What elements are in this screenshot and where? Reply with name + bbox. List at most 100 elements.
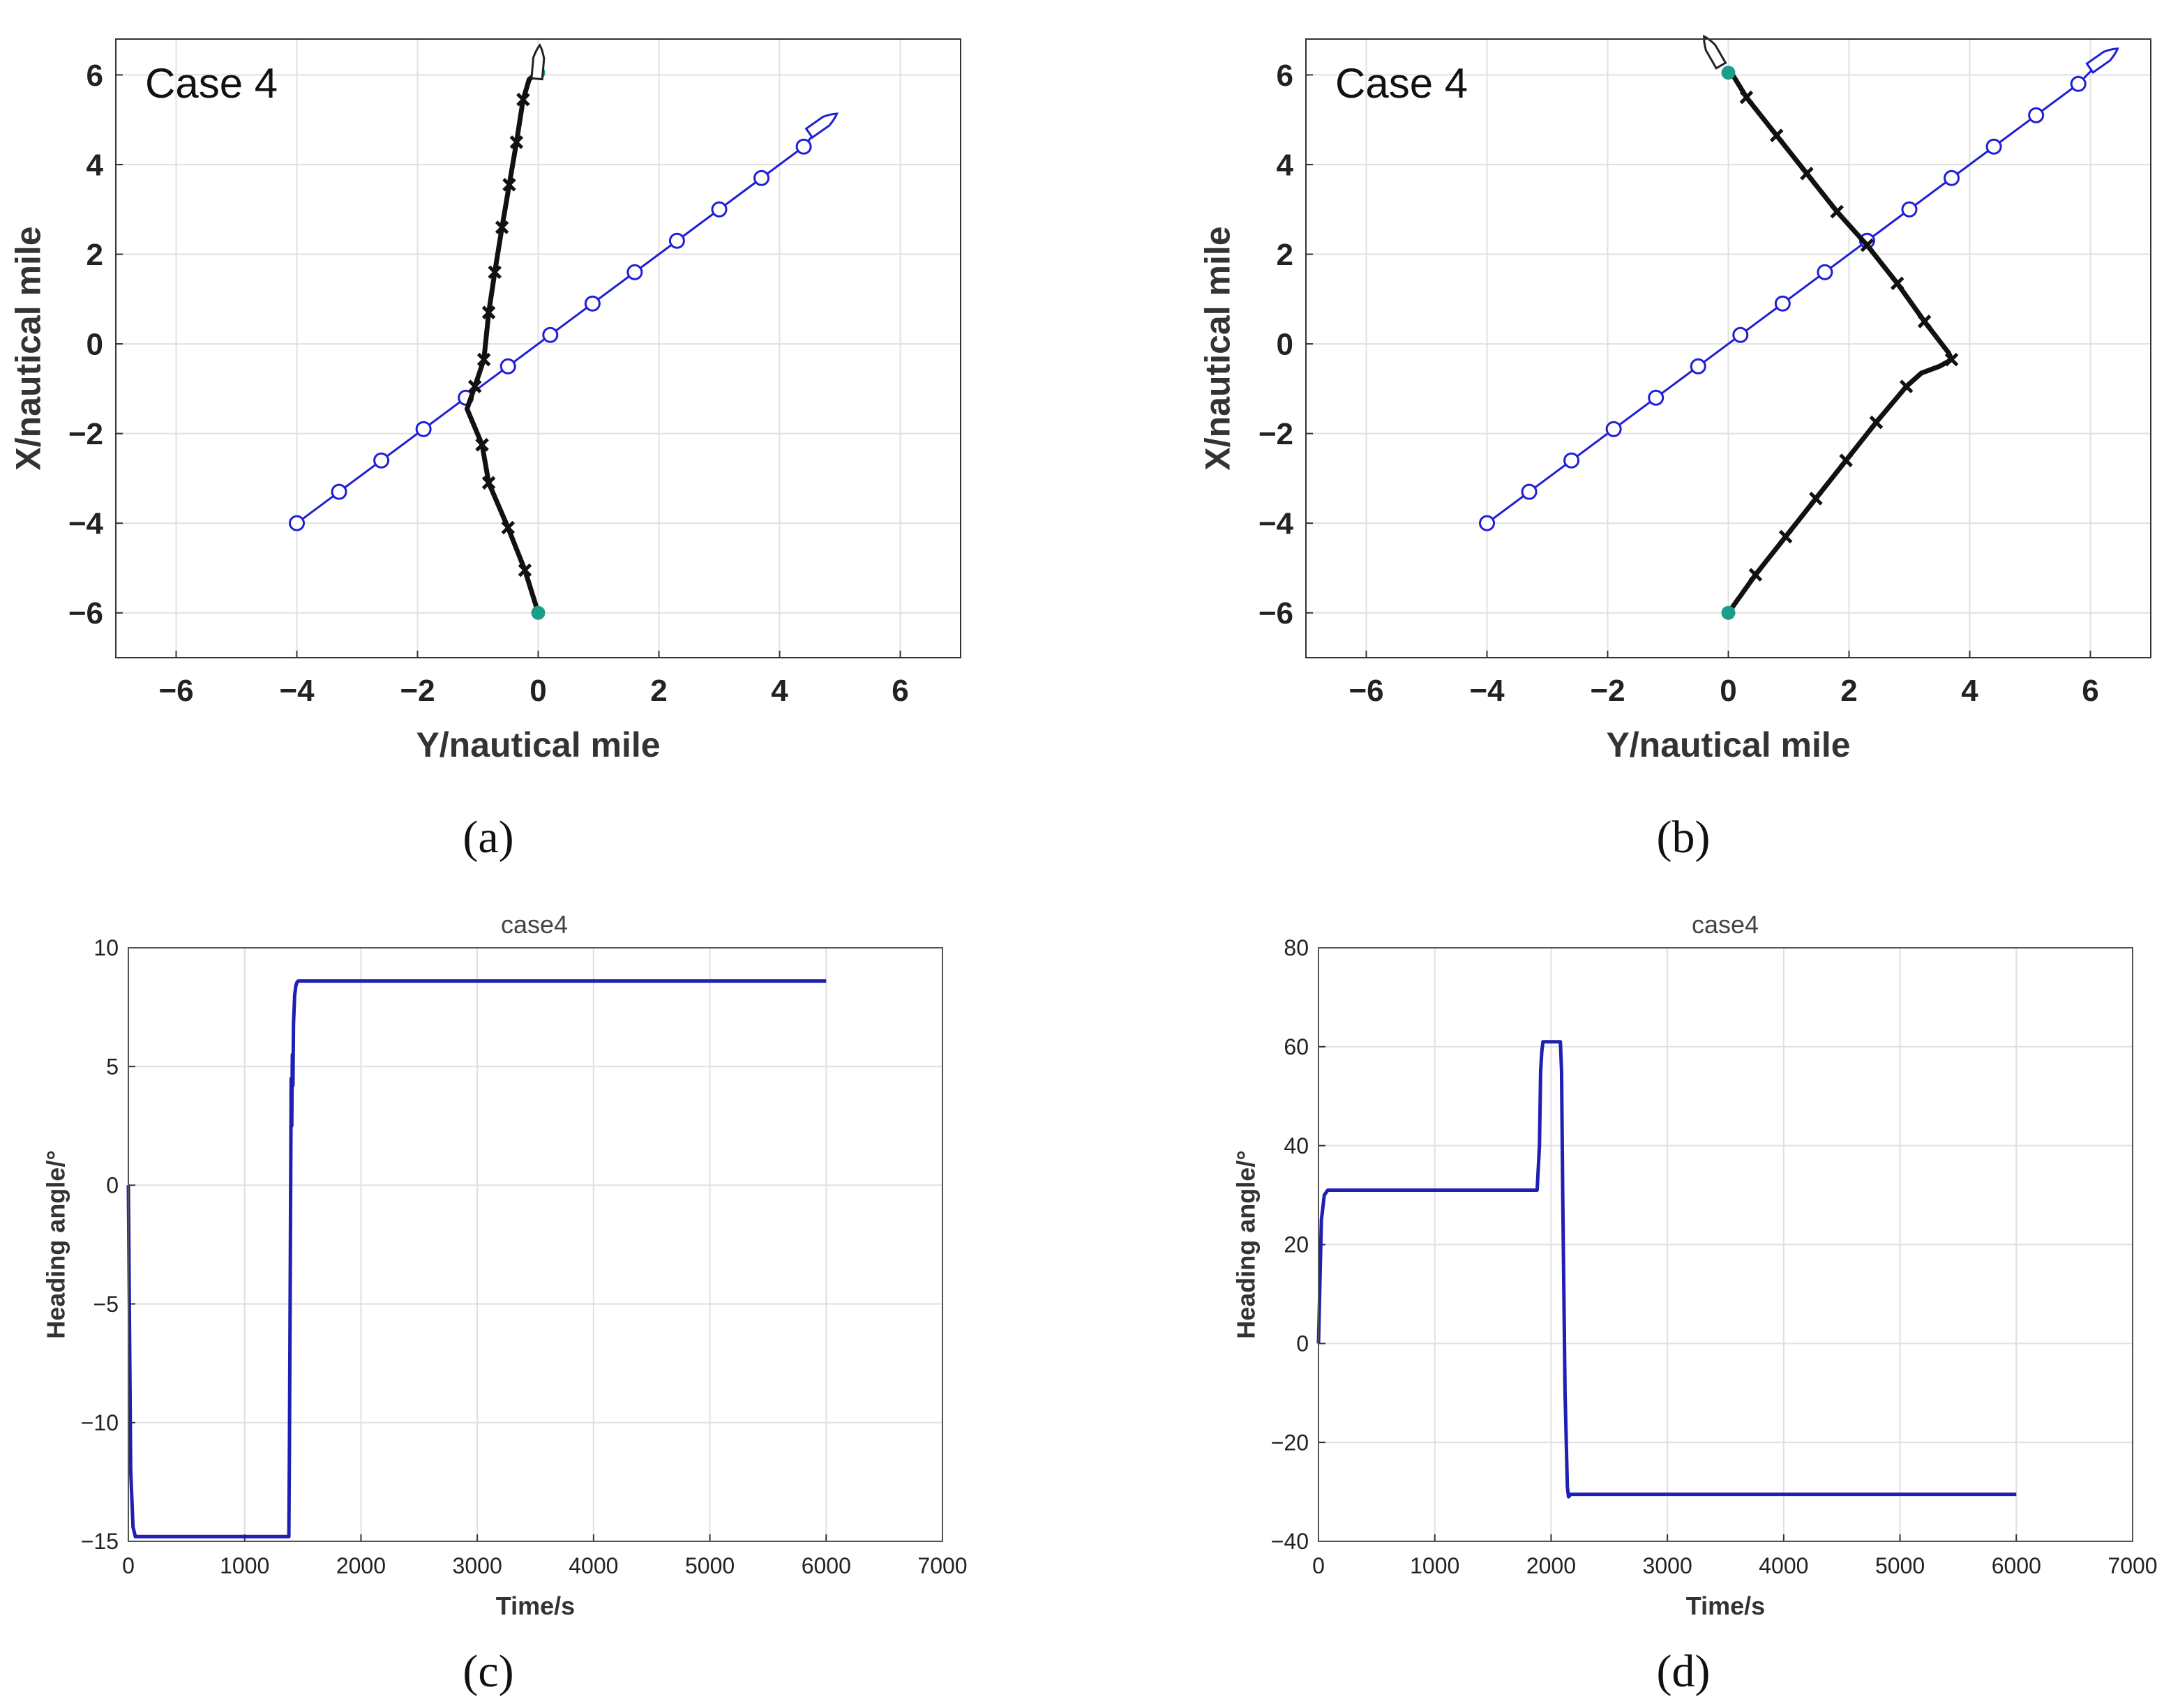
panel-b-y-axis-label: X/nautical mile bbox=[1199, 226, 1238, 470]
target-ship-marker bbox=[1985, 138, 2002, 155]
x-tick-label: 1000 bbox=[1410, 1553, 1459, 1578]
y-tick-label: 0 bbox=[106, 1173, 119, 1198]
start-point-marker bbox=[1721, 605, 1736, 620]
heading-angle-line bbox=[1316, 1040, 2017, 1499]
x-tick-label: 0 bbox=[1720, 674, 1736, 708]
target-ship-marker bbox=[331, 483, 347, 500]
target-ship-marker bbox=[1817, 264, 1833, 280]
target-ship-marker bbox=[626, 264, 643, 280]
y-tick-label: 60 bbox=[1284, 1034, 1309, 1059]
own-ship-marker bbox=[475, 437, 489, 452]
own-ship-marker bbox=[509, 135, 524, 149]
panel-d-x-ticks: 0 1000 2000 3000 4000 5000 6000 7000 bbox=[1312, 1534, 2158, 1578]
panel-c-heading: 0 1000 2000 3000 4000 5000 6000 7000 −15 −10 −5 0 5… bbox=[42, 910, 968, 1697]
x-tick-label: 2 bbox=[1840, 674, 1857, 708]
panel-c-title: case4 bbox=[501, 910, 568, 939]
target-ship-marker bbox=[1563, 452, 1580, 469]
y-tick-label: 40 bbox=[1284, 1133, 1309, 1158]
x-tick-label: 0 bbox=[122, 1553, 135, 1578]
y-tick-label: −20 bbox=[1271, 1430, 1309, 1455]
own-ship-marker bbox=[481, 305, 496, 319]
x-tick-label: 6 bbox=[2082, 674, 2098, 708]
own-ship-marker bbox=[502, 178, 516, 192]
own-ship-marker bbox=[1809, 492, 1823, 506]
panel-d-axes-frame bbox=[1318, 947, 2133, 1542]
panel-b-x-axis-label: Y/nautical mile bbox=[1606, 725, 1850, 764]
y-tick-label: 6 bbox=[1277, 59, 1293, 93]
own-ship-marker bbox=[1917, 315, 1932, 328]
panel-c-y-axis-label: Heading angle/° bbox=[42, 1150, 70, 1338]
target-ship-marker bbox=[711, 201, 728, 218]
target-ship-marker bbox=[542, 326, 559, 343]
own-ship-marker bbox=[1839, 453, 1853, 467]
own-ship-icon bbox=[530, 43, 546, 81]
panel-d-label: (d) bbox=[1657, 1646, 1711, 1697]
x-tick-label: −2 bbox=[1590, 674, 1625, 708]
y-tick-label: 10 bbox=[93, 935, 119, 960]
panel-b-axes-frame bbox=[1305, 38, 2151, 658]
x-tick-label: 1000 bbox=[220, 1553, 269, 1578]
panel-a-label: (a) bbox=[463, 812, 513, 863]
y-tick-label: 2 bbox=[87, 238, 103, 272]
x-tick-label: 7000 bbox=[2107, 1553, 2157, 1578]
y-tick-label: −15 bbox=[81, 1529, 119, 1554]
x-tick-label: −6 bbox=[158, 674, 193, 708]
x-tick-label: 6 bbox=[892, 674, 908, 708]
own-ship-marker bbox=[1739, 90, 1754, 105]
own-ship-marker bbox=[467, 379, 482, 393]
panel-d-x-axis-label: Time/s bbox=[1686, 1592, 1765, 1620]
target-ship-marker bbox=[1648, 389, 1665, 406]
y-tick-label: −40 bbox=[1271, 1529, 1309, 1554]
panel-a-case-annotation: Case 4 bbox=[145, 60, 278, 107]
x-tick-label: 6000 bbox=[1992, 1553, 2041, 1578]
own-ship-marker bbox=[1830, 204, 1844, 219]
panel-d-series bbox=[1316, 1040, 2017, 1499]
x-tick-label: 7000 bbox=[917, 1553, 967, 1578]
own-ship-marker bbox=[1860, 238, 1874, 252]
panel-d-heading: 0 1000 2000 3000 4000 5000 6000 7000 −40 −20 0 20 4… bbox=[1232, 910, 2158, 1697]
y-tick-label: 80 bbox=[1284, 935, 1309, 960]
target-ship-marker bbox=[668, 232, 685, 249]
own-ship-marker bbox=[1890, 276, 1904, 291]
y-tick-label: −10 bbox=[81, 1410, 119, 1435]
panel-d-title: case4 bbox=[1692, 910, 1759, 939]
target-ship-marker bbox=[2070, 75, 2087, 92]
target-ship-marker bbox=[2028, 107, 2045, 123]
panel-b-x-ticks: −6 −4 −2 0 2 4 6 bbox=[1348, 651, 2099, 708]
panel-a-axes-frame bbox=[115, 38, 961, 658]
y-tick-label: 0 bbox=[1277, 327, 1293, 361]
y-tick-label: 0 bbox=[87, 327, 103, 361]
panel-b-trajectory: −6 −4 −2 0 2 4 6 −6 −4 −2 0 2 4 6 Case 4 Y/nautical … bbox=[1199, 34, 2151, 863]
own-ship-marker bbox=[1748, 568, 1763, 582]
target-ship-marker bbox=[373, 452, 390, 469]
target-ship-marker bbox=[753, 169, 770, 186]
own-ship-marker bbox=[1769, 128, 1784, 142]
panel-c-x-axis-label: Time/s bbox=[496, 1592, 575, 1620]
x-tick-label: −2 bbox=[400, 674, 435, 708]
x-tick-label: −6 bbox=[1348, 674, 1383, 708]
panel-c-axes-frame bbox=[128, 947, 943, 1542]
panel-b-y-ticks: −6 −4 −2 0 2 4 6 bbox=[1258, 59, 1313, 630]
own-ship-marker bbox=[495, 220, 509, 234]
panel-b-case-annotation: Case 4 bbox=[1335, 60, 1468, 107]
target-ship-marker bbox=[1944, 169, 1960, 186]
own-ship-marker bbox=[1899, 379, 1914, 393]
y-tick-label: 20 bbox=[1284, 1232, 1309, 1257]
x-tick-label: −4 bbox=[279, 674, 315, 708]
panel-b-series bbox=[1479, 34, 2119, 620]
y-tick-label: −2 bbox=[1258, 417, 1293, 451]
x-tick-label: 6000 bbox=[802, 1553, 851, 1578]
x-tick-label: 2 bbox=[650, 674, 667, 708]
panel-b-label: (b) bbox=[1657, 812, 1711, 863]
target-ship-trajectory-line bbox=[1486, 58, 2103, 524]
own-ship-marker bbox=[516, 93, 530, 107]
panel-d-y-ticks: −40 −20 0 20 40 60 80 bbox=[1271, 935, 1325, 1554]
x-tick-label: 4 bbox=[771, 674, 788, 708]
own-ship-marker bbox=[476, 352, 491, 367]
end-point-marker bbox=[1721, 66, 1736, 80]
x-tick-label: 4000 bbox=[569, 1553, 618, 1578]
x-tick-label: 2000 bbox=[336, 1553, 386, 1578]
x-tick-label: 5000 bbox=[1875, 1553, 1925, 1578]
x-tick-label: 0 bbox=[529, 674, 546, 708]
target-ship-icon bbox=[804, 112, 839, 139]
